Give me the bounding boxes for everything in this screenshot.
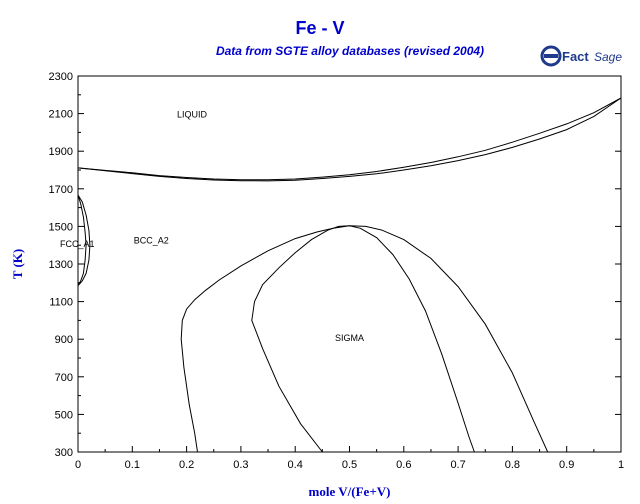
x-tick-label: 0.4 [288, 459, 303, 471]
factsage-logo: Fact Sage [540, 45, 622, 67]
y-axis-label: T (K) [10, 249, 25, 279]
curve-sigma-outer [180, 225, 549, 453]
x-tick-label: 0.7 [450, 459, 465, 471]
curve-fcc-outer [77, 194, 91, 286]
x-tick-label: 0.6 [396, 459, 411, 471]
x-tick-label: 0.3 [233, 459, 248, 471]
x-tick-label: 0.2 [179, 459, 194, 471]
curve-liquidus [77, 97, 622, 181]
curve-fcc-inner [77, 194, 87, 286]
region-label: LIQUID [177, 109, 208, 119]
y-tick-label: 900 [55, 334, 73, 346]
region-label: SIGMA [335, 333, 364, 343]
curve-solidus [77, 97, 622, 182]
y-tick-label: 1500 [49, 221, 73, 233]
chart-title: Fe - V [295, 18, 345, 38]
y-tick-label: 700 [55, 372, 73, 384]
y-tick-label: 1100 [49, 297, 73, 309]
region-label: BCC_A2 [134, 235, 169, 245]
x-tick-label: 0.8 [505, 459, 520, 471]
x-axis-label: mole V/(Fe+V) [309, 484, 391, 499]
x-tick-label: 0 [75, 459, 81, 471]
x-tick-label: 0.1 [125, 459, 140, 471]
chart-subtitle: Data from SGTE alloy databases (revised … [215, 44, 485, 58]
y-tick-label: 300 [55, 447, 73, 459]
y-tick-label: 2300 [49, 71, 73, 83]
svg-text:Fact: Fact [562, 49, 589, 64]
y-tick-label: 1700 [49, 184, 73, 196]
y-tick-label: 2100 [49, 109, 73, 121]
phase-boundary-curves [77, 97, 622, 453]
x-tick-label: 0.9 [559, 459, 574, 471]
region-labels: LIQUID BCC_A2 FCC_A1 SIGMA [60, 109, 364, 343]
axis-ticks: 0 0.1 0.2 0.3 0.4 0.5 0.6 0.7 0.8 0.9 130050070090… [49, 71, 625, 471]
y-tick-label: 500 [55, 409, 73, 421]
x-tick-label: 1 [618, 459, 624, 471]
y-tick-label: 1300 [49, 259, 73, 271]
curve-sigma-inner [251, 225, 475, 453]
y-tick-label: 1900 [49, 146, 73, 158]
plot-area-frame [77, 75, 622, 453]
region-label: FCC_A1 [60, 239, 95, 249]
svg-text:Sage: Sage [594, 50, 622, 64]
x-tick-label: 0.5 [342, 459, 357, 471]
